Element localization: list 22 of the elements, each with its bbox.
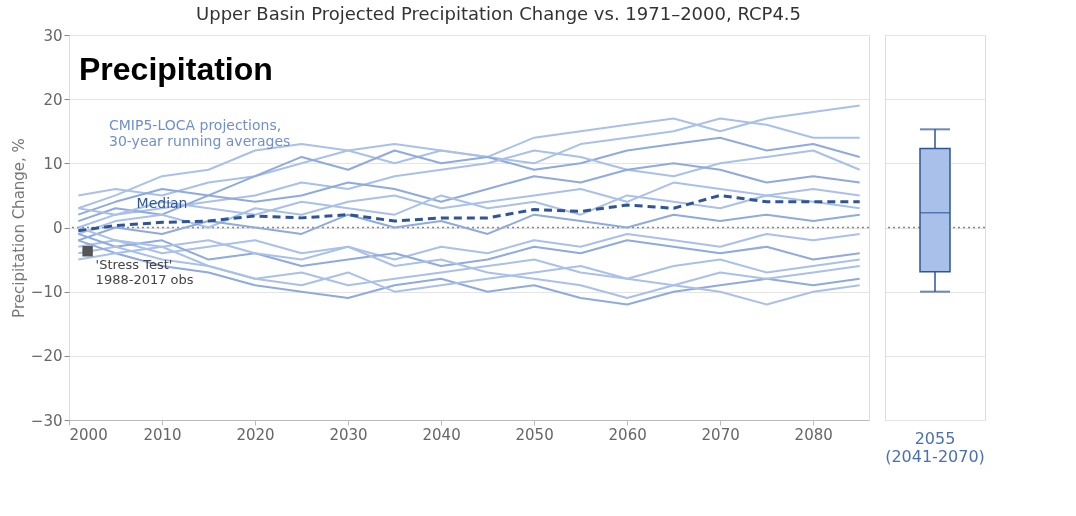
y-tick-label: −10 [30, 283, 63, 302]
x-tick-label: 2020 [236, 425, 275, 444]
y-tick-label: 0 [52, 219, 63, 237]
x-tick-label: 2030 [329, 425, 368, 444]
annotation: Precipitation [79, 51, 273, 87]
chart-title: Upper Basin Projected Precipitation Change vs. 1971–2000, RCP4.5 [196, 2, 802, 24]
y-axis-title: Precipitation Change, % [9, 138, 28, 318]
x-tick-label: 2050 [515, 425, 554, 444]
y-tick-label: 20 [43, 90, 63, 109]
x-tick-label: 2070 [701, 425, 740, 444]
x-tick-label: 2060 [608, 425, 647, 444]
x-tick-label: 2000 [69, 425, 108, 444]
series-label: Median [136, 195, 188, 212]
y-tick-label: 10 [43, 154, 63, 173]
y-tick-label: 30 [43, 26, 63, 45]
x-tick-label: 2040 [422, 425, 461, 444]
y-tick-label: −20 [30, 347, 63, 366]
y-tick-label: −30 [30, 411, 63, 430]
x-tick-label: 2010 [143, 425, 182, 444]
x-tick-label: 2080 [794, 425, 833, 444]
annotation: CMIP5-LOCA projections, 30-year running averages [109, 117, 291, 149]
x-tick-label: 2055 (2041-2070) [885, 428, 985, 466]
